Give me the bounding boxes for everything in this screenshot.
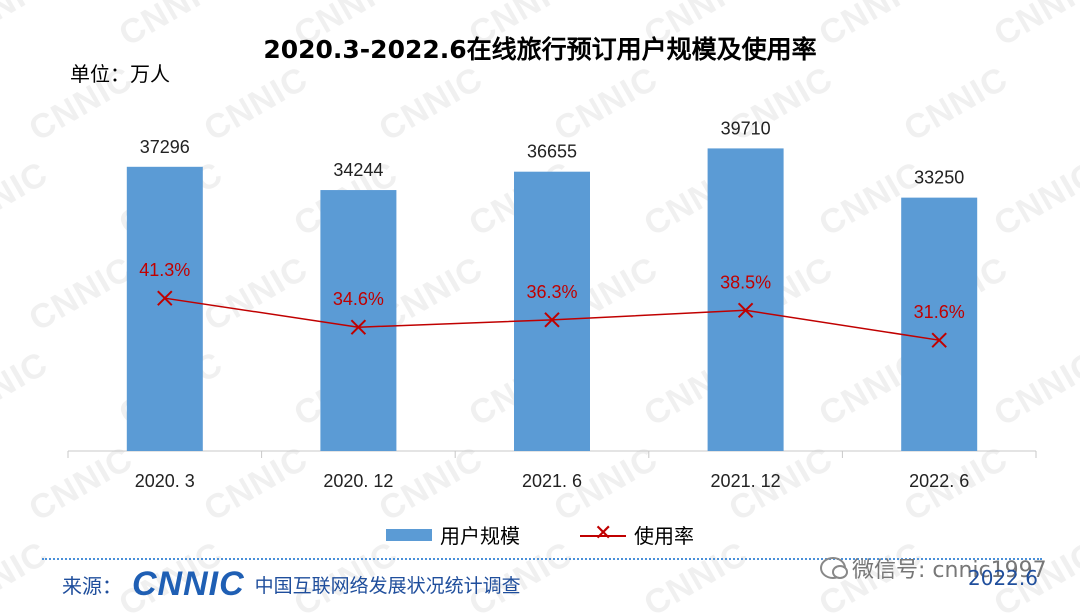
rate-point-marker — [931, 332, 947, 348]
rate-value-label: 38.5% — [720, 272, 771, 292]
source-label: 来源： — [62, 574, 122, 598]
footer-divider — [42, 558, 1042, 560]
unit-label: 单位：万人 — [70, 62, 170, 86]
legend-bar-swatch — [386, 528, 432, 541]
bar-value-label: 39710 — [721, 118, 771, 138]
footer-date: 2022.6 — [968, 566, 1038, 590]
cnnic-logo: CNNIC — [132, 565, 245, 603]
cross-marker-icon: ✕ — [594, 520, 613, 546]
bar-value-label: 36655 — [527, 142, 577, 162]
rate-value-label: 36.3% — [526, 282, 577, 302]
source-org: 中国互联网络发展状况统计调查 — [254, 575, 521, 597]
rate-value-label: 41.3% — [139, 260, 190, 280]
x-tick-label: 2020. 3 — [135, 471, 195, 491]
legend-rate-label: 使用率 — [634, 524, 694, 548]
bar-value-label: 33250 — [914, 168, 964, 188]
bar-users-0 — [126, 166, 203, 451]
chart-title: 2020.3-2022.6在线旅行预订用户规模及使用率 — [263, 35, 817, 64]
source-line: 来源： CNNIC 中国互联网络发展状况统计调查 — [62, 565, 521, 604]
bar-users-1 — [320, 190, 397, 451]
x-tick-label: 2021. 12 — [711, 471, 781, 491]
bar-value-label: 37296 — [140, 137, 190, 157]
wechat-icon — [820, 557, 848, 579]
wechat-id: 微信号: cnnic1997 — [820, 552, 1047, 584]
legend-item-rate: ✕ 使用率 — [580, 520, 694, 549]
rate-point-marker — [157, 290, 173, 306]
rate-point-marker — [737, 302, 754, 319]
wechat-label: 微信号: cnnic1997 — [852, 558, 1047, 583]
legend-line-swatch: ✕ — [580, 521, 626, 546]
bar-users-3 — [707, 148, 784, 452]
legend-users-label: 用户规模 — [440, 524, 520, 548]
bar-users-2 — [514, 171, 590, 451]
bar-users-4 — [901, 197, 978, 451]
x-tick-label: 2021. 6 — [522, 471, 582, 491]
legend: 用户规模 ✕ 使用率 — [0, 520, 1080, 549]
bar-value-label: 34244 — [333, 160, 383, 180]
rate-value-label: 31.6% — [914, 302, 965, 322]
rate-point-marker — [350, 319, 367, 335]
rate-point-marker — [544, 312, 560, 328]
x-tick-label: 2022. 6 — [909, 471, 969, 491]
rate-value-label: 34.6% — [333, 289, 384, 309]
legend-item-users: 用户规模 — [386, 520, 520, 549]
x-tick-label: 2020. 12 — [323, 471, 393, 491]
